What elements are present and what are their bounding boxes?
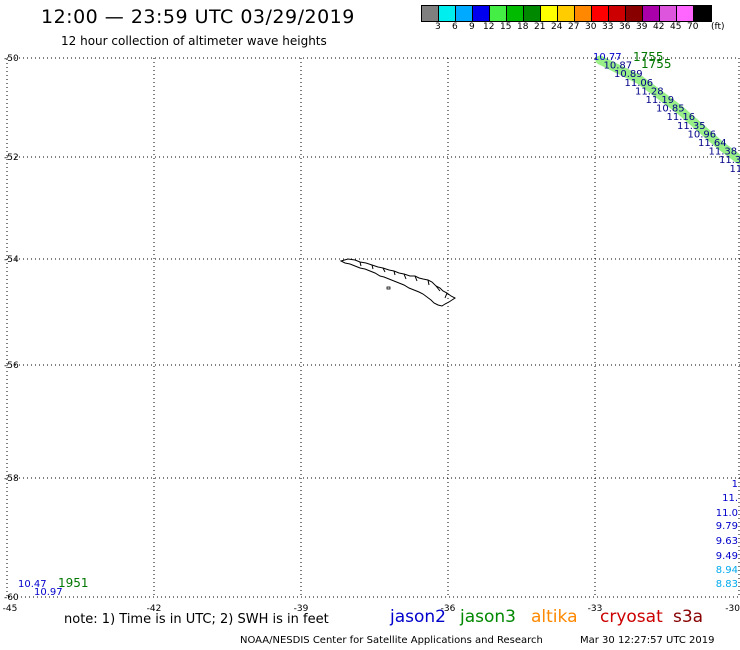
wave-height-value: 8.83 xyxy=(716,579,738,590)
wave-height-value: 11.16 xyxy=(667,112,696,123)
legend-tick: 39 xyxy=(636,22,648,32)
track-time-label: 1755 xyxy=(641,57,672,71)
longitude-label: -45 xyxy=(3,604,18,614)
legend-swatch xyxy=(524,6,541,21)
track-time-label: 1755 xyxy=(633,50,664,64)
altimeter-tracks: 10.7710.8710.8911.0611.2811.1910.8511.16… xyxy=(18,50,740,598)
legend-swatch xyxy=(456,6,473,21)
wave-height-value: 10.47 xyxy=(18,579,47,590)
latitude-label: -60 xyxy=(4,593,19,603)
wave-height-value: 10.87 xyxy=(604,61,633,72)
legend-swatch xyxy=(660,6,677,21)
legend-unit: (ft) xyxy=(711,22,725,32)
legend-tick: 42 xyxy=(653,22,665,32)
legend-tick: 27 xyxy=(568,22,580,32)
legend-swatch xyxy=(558,6,575,21)
source-credit: NOAA/NESDIS Center for Satellite Applica… xyxy=(240,635,543,646)
latitude-label: -58 xyxy=(4,474,19,484)
satellite-altika: altika xyxy=(531,607,578,627)
color-legend-ticks: 3 6 9 12 15 18 21 24 27 30 33 36 39 42 45 70 (ft) xyxy=(421,22,740,34)
swath-track xyxy=(595,55,740,165)
legend-swatch xyxy=(575,6,592,21)
longitude-label: -39 xyxy=(294,604,309,614)
map-frame xyxy=(6,57,740,598)
legend-tick: 36 xyxy=(619,22,631,32)
legend-swatch xyxy=(507,6,524,21)
latitude-label: -52 xyxy=(4,153,19,163)
legend-tick: 3 xyxy=(435,22,441,32)
satellite-cryosat: cryosat xyxy=(600,607,663,627)
wave-height-value: 9.79 xyxy=(716,521,738,532)
map-subtitle: 12 hour collection of altimeter wave hei… xyxy=(61,34,327,48)
longitude-label: -33 xyxy=(588,604,603,614)
satellite-jason3: jason3 xyxy=(460,607,516,627)
legend-swatch xyxy=(609,6,626,21)
map-title: 12:00 — 23:59 UTC 03/29/2019 xyxy=(41,6,355,28)
wave-height-value: 11.64 xyxy=(698,138,727,149)
legend-swatch xyxy=(626,6,643,21)
legend-tick: 45 xyxy=(670,22,682,32)
legend-swatch xyxy=(490,6,507,21)
latitude-label: -50 xyxy=(4,54,19,64)
legend-tick: 70 xyxy=(687,22,699,32)
color-legend xyxy=(421,5,712,22)
legend-swatch xyxy=(643,6,660,21)
latitude-label: -56 xyxy=(4,361,19,371)
legend-tick: 12 xyxy=(483,22,495,32)
wave-height-value: 11.37 xyxy=(719,155,740,166)
wave-height-value: 11.0 xyxy=(716,508,738,519)
wave-height-value: 11.19 xyxy=(646,95,675,106)
satellite-jason2: jason2 xyxy=(390,607,446,627)
generated-timestamp: Mar 30 12:27:57 UTC 2019 xyxy=(580,635,715,646)
legend-swatch xyxy=(541,6,558,21)
wave-height-value: 8.94 xyxy=(716,565,738,576)
axis-labels: -50 -52 -54 -56 -58 -60-45 -42 -39 -36 -33 -30 xyxy=(3,54,740,614)
wave-height-value: 11.35 xyxy=(677,121,706,132)
wave-height-value: 11.06 xyxy=(625,78,654,89)
longitude-label: -36 xyxy=(441,604,456,614)
legend-swatch xyxy=(592,6,609,21)
islet xyxy=(386,286,391,290)
legend-tick: 30 xyxy=(585,22,597,32)
legend-tick: 21 xyxy=(534,22,546,32)
wave-height-value: 10.85 xyxy=(656,104,685,115)
longitude-label: -42 xyxy=(147,604,162,614)
legend-tick: 24 xyxy=(551,22,563,32)
legend-swatch xyxy=(422,6,439,21)
wave-height-value: 9.63 xyxy=(716,536,738,547)
wave-height-value: 11. xyxy=(722,493,738,504)
wave-height-value: 11.28 xyxy=(635,86,664,97)
wave-height-value: 1 xyxy=(732,479,738,490)
legend-swatch xyxy=(439,6,456,21)
longitude-label: -30 xyxy=(725,604,740,614)
legend-swatch xyxy=(677,6,694,21)
footnote: note: 1) Time is in UTC; 2) SWH is in fe… xyxy=(64,612,329,627)
legend-tick: 9 xyxy=(469,22,475,32)
wave-height-value: 10.77 xyxy=(593,52,622,63)
wave-height-value: 9.49 xyxy=(716,551,738,562)
legend-tick: 6 xyxy=(452,22,458,32)
track-time-label: 1951 xyxy=(58,576,89,590)
south-georgia-notches xyxy=(359,261,448,299)
legend-swatch xyxy=(694,6,711,21)
legend-tick: 33 xyxy=(602,22,614,32)
latitude-label: -54 xyxy=(4,255,19,265)
wave-height-value: 10.97 xyxy=(34,587,63,598)
legend-tick: 15 xyxy=(500,22,512,32)
legend-tick: 18 xyxy=(517,22,529,32)
graticule xyxy=(6,57,740,598)
wave-height-value: 10.89 xyxy=(614,69,643,80)
wave-height-value: 11.38 xyxy=(709,147,738,158)
satellite-s3a: s3a xyxy=(673,607,704,627)
wave-height-value: 10.96 xyxy=(688,129,717,140)
south-georgia-coastline xyxy=(339,258,456,307)
wave-height-value: 11.23 xyxy=(730,164,740,175)
legend-swatch xyxy=(473,6,490,21)
